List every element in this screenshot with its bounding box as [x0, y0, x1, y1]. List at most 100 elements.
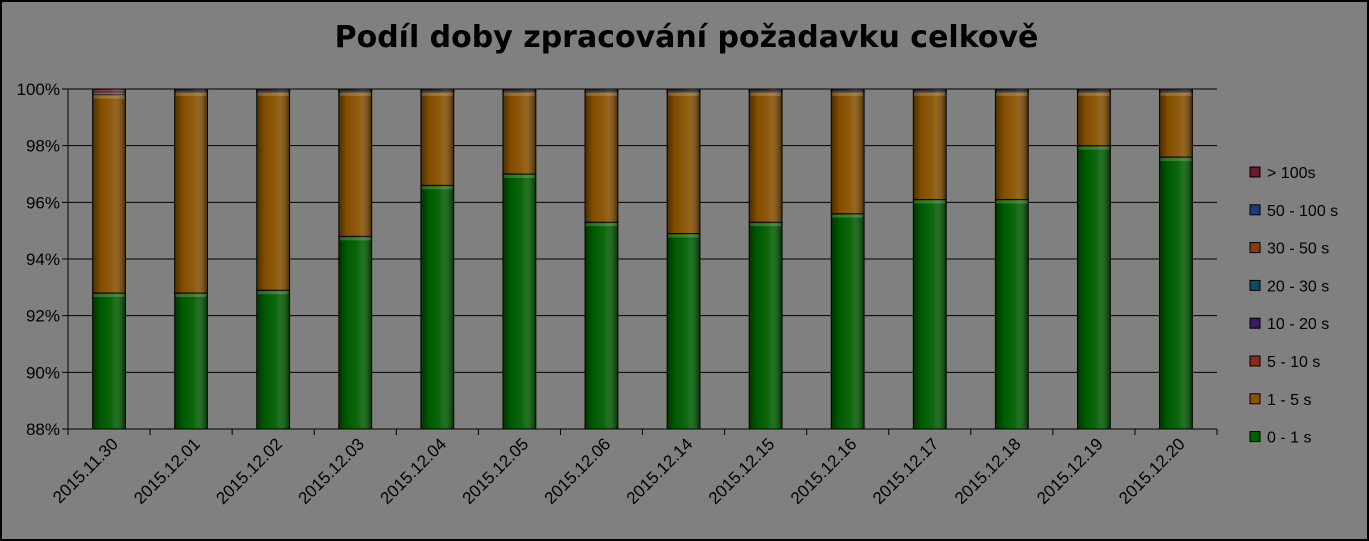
bar-segment-shade	[831, 213, 865, 429]
bar-segment-bevel	[750, 223, 782, 227]
legend-swatch	[1249, 355, 1261, 367]
legend-swatch	[1249, 242, 1261, 254]
legend-swatch	[1249, 166, 1261, 178]
bar-segment-bevel	[668, 234, 699, 238]
bar-segment-shade	[92, 293, 126, 429]
x-tick-label: 2015.11.30	[49, 434, 122, 507]
bar-segment-shade	[92, 91, 126, 95]
x-tick-label: 2015.12.06	[541, 434, 615, 508]
bar-segment-shade	[913, 89, 947, 91]
legend-swatch	[1249, 317, 1261, 329]
bar-segment-bevel	[668, 90, 699, 92]
bar-segment-bevel	[996, 90, 1028, 92]
bar-segment-bevel	[586, 91, 617, 93]
bar-segment-shade	[913, 90, 947, 92]
bar-segment-shade	[502, 91, 536, 174]
bar-segment-bevel	[832, 214, 864, 218]
bar-segment-bevel	[750, 91, 782, 93]
bar-segment-shade	[92, 89, 126, 92]
bar-segment-bevel	[93, 92, 125, 96]
bar-segment-bevel	[1078, 146, 1110, 150]
bar-segment-bevel	[1160, 91, 1192, 93]
x-tick-label: 2015.12.01	[130, 434, 204, 508]
bar-segment-shade	[174, 91, 208, 293]
bar-segment-shade	[256, 91, 290, 291]
bar-segment-shade	[749, 89, 783, 91]
bar-segment-shade	[585, 90, 618, 92]
bar-segment-shade	[174, 90, 208, 92]
legend-label: > 100s	[1267, 165, 1315, 182]
legend-label: 5 - 10 s	[1267, 354, 1320, 371]
bar-segment-shade	[831, 91, 865, 214]
bar-segment-bevel	[503, 91, 535, 93]
bar-segment-bevel	[668, 91, 699, 93]
bar-segment-bevel	[257, 92, 289, 96]
bar-segment-bevel	[93, 95, 125, 99]
bar-segment-shade	[174, 89, 208, 91]
bar-segment-shade	[831, 90, 865, 92]
legend-label: 1 - 5 s	[1267, 392, 1311, 409]
bar-segment-shade	[1159, 89, 1193, 91]
x-tick-label: 2015.12.16	[787, 434, 861, 508]
bar-segment-bevel	[257, 291, 289, 295]
x-tick-label: 2015.12.17	[869, 434, 943, 508]
bar-segment-bevel	[1160, 90, 1192, 92]
bar-segment-bevel	[750, 90, 782, 92]
bar-segment-bevel	[996, 91, 1028, 93]
y-tick-label: 100%	[17, 80, 60, 99]
y-tick-label: 92%	[26, 307, 60, 326]
bar-segment-bevel	[1078, 92, 1110, 96]
bar-segment-bevel	[175, 92, 207, 96]
bar-segment-bevel	[1160, 158, 1192, 161]
y-tick-label: 98%	[26, 137, 60, 156]
bar-segment-bevel	[668, 92, 699, 96]
bar-segment-shade	[1077, 145, 1111, 429]
bar-segment-bevel	[914, 91, 946, 93]
bar-segment-shade	[1077, 89, 1111, 91]
bar-segment-bevel	[257, 91, 289, 93]
bar-segment-shade	[256, 90, 290, 92]
bar-segment-shade	[1159, 91, 1193, 157]
bar-segment-shade	[338, 236, 372, 429]
bar-segment-shade	[1159, 90, 1193, 92]
x-tick-label: 2015.12.20	[1115, 434, 1189, 508]
bar-segment-shade	[1077, 91, 1111, 146]
legend-label: 10 - 20 s	[1267, 316, 1329, 333]
bar-segment-bevel	[996, 200, 1028, 204]
bar-segment-shade	[667, 89, 700, 91]
x-tick-label: 2015.12.19	[1033, 434, 1107, 508]
bar-segment-shade	[338, 91, 372, 237]
bar-segment-shade	[749, 222, 783, 429]
bar-segment-shade	[585, 222, 618, 429]
x-tick-label: 2015.12.18	[951, 434, 1025, 508]
bar-segment-bevel	[503, 90, 535, 92]
bar-segment-shade	[749, 91, 783, 223]
bar-segment-bevel	[339, 237, 371, 241]
bar-segment-bevel	[339, 90, 371, 92]
bar-segment-bevel	[421, 91, 453, 93]
bars-layer	[92, 88, 1193, 430]
bar-segment-bevel	[421, 186, 453, 190]
bar-segment-bevel	[996, 92, 1028, 96]
legend-item: 5 - 10 s	[1249, 354, 1320, 371]
legend-item: 50 - 100 s	[1249, 203, 1338, 220]
bar-segment-shade	[667, 91, 700, 234]
legend-label: 20 - 30 s	[1267, 278, 1329, 295]
bar-segment-bevel	[914, 90, 946, 92]
bar-segment-bevel	[257, 90, 289, 92]
bar-segment-shade	[502, 174, 536, 429]
bar-segment-shade	[502, 90, 536, 92]
x-tick-label: 2015.12.02	[212, 434, 286, 508]
bar-segment-bevel	[750, 92, 782, 96]
legend-swatch	[1249, 279, 1261, 291]
bar-segment-bevel	[586, 92, 617, 96]
bar-segment-shade	[995, 90, 1029, 92]
bar-segment-bevel	[832, 92, 864, 96]
bar-segment-shade	[995, 89, 1029, 91]
bar-segment-bevel	[914, 92, 946, 96]
x-tick-label: 2015.12.14	[623, 434, 697, 508]
legend-swatch	[1249, 431, 1261, 443]
legend-item: 1 - 5 s	[1249, 392, 1311, 409]
